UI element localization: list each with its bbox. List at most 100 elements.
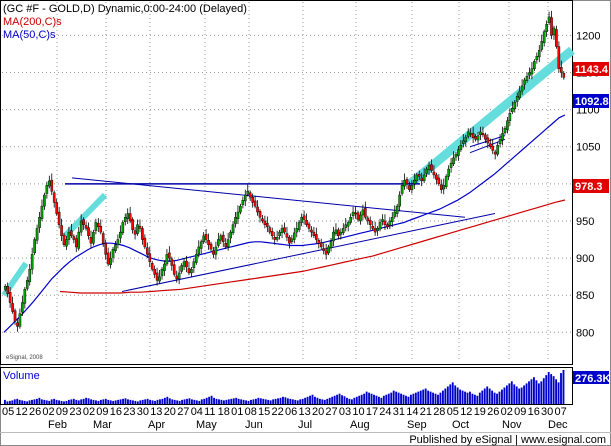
price-tick-label: 900 <box>576 253 594 265</box>
candle-body <box>138 225 142 229</box>
volume-bar <box>488 388 491 404</box>
volume-bar <box>97 400 100 404</box>
volume-bar <box>149 399 152 404</box>
candle-body <box>60 225 63 237</box>
volume-bar <box>523 385 526 404</box>
price-panel <box>0 0 573 365</box>
volume-bar <box>173 399 176 404</box>
candle-body <box>437 177 441 185</box>
date-tick-label: 19 <box>474 406 486 418</box>
volume-bar <box>466 392 469 404</box>
month-label: Feb <box>48 419 67 431</box>
candle-body <box>439 184 443 190</box>
candle-body <box>462 140 465 144</box>
candle-body <box>555 29 558 47</box>
volume-bar <box>304 397 307 404</box>
volume-bar <box>240 399 243 404</box>
volume-bar <box>560 373 562 404</box>
candle-body <box>101 233 105 244</box>
candle-body <box>23 289 27 304</box>
date-tick-label: 24 <box>379 406 391 418</box>
volume-bar <box>4 399 6 404</box>
volume-bar <box>90 399 92 404</box>
candle-body <box>469 133 472 135</box>
volume-value-label: 276.3K <box>575 373 611 385</box>
volume-bar <box>483 388 486 404</box>
candle-body <box>114 244 117 251</box>
volume-bar <box>151 400 154 404</box>
volume-bar <box>501 389 503 404</box>
candle-body <box>550 17 553 36</box>
candle-body <box>388 220 392 226</box>
candle-body <box>72 236 76 240</box>
volume-bar <box>104 398 107 404</box>
volume-bar <box>65 400 68 404</box>
volume-bar <box>562 370 565 404</box>
candle-body <box>57 211 61 225</box>
candle-body <box>143 237 147 248</box>
candle-body <box>322 248 325 251</box>
candle-body <box>172 264 176 275</box>
volume-bar <box>250 399 252 404</box>
volume-bar <box>163 397 166 404</box>
date-tick-label: 26 <box>487 406 499 418</box>
volume-bar <box>491 390 494 404</box>
volume-bar <box>146 398 149 404</box>
candle-body <box>344 224 348 228</box>
candle-body <box>417 174 421 177</box>
channel-uptrend <box>407 46 575 188</box>
volume-bar <box>154 400 156 404</box>
date-tick-label: 16 <box>528 406 540 418</box>
volume-bar <box>400 393 403 404</box>
volume-bar <box>119 399 122 404</box>
volume-bar <box>267 399 270 404</box>
candle-body <box>192 261 196 268</box>
candle-body <box>525 76 529 81</box>
candle-body <box>442 185 446 190</box>
date-tick-label: 09 <box>56 406 68 418</box>
candle-body <box>390 217 394 222</box>
candle-body <box>148 253 152 262</box>
candle-body <box>209 243 213 250</box>
candle-body <box>229 231 232 239</box>
date-tick-label: 30 <box>137 406 149 418</box>
volume-bar <box>156 399 159 404</box>
volume-bar <box>348 398 351 404</box>
volume-bar <box>530 379 533 404</box>
candle-body <box>381 219 384 222</box>
candle-body <box>317 240 321 244</box>
candle-body <box>87 227 90 237</box>
volume-bar <box>437 394 439 404</box>
volume-bar <box>321 399 324 404</box>
volume-bar <box>422 389 425 404</box>
candle-body <box>354 212 357 215</box>
date-tick-label: 13 <box>299 406 311 418</box>
volume-bar <box>161 398 164 404</box>
candle-body <box>351 211 355 216</box>
volume-bar <box>451 382 454 404</box>
volume-bar <box>378 396 380 404</box>
volume-bar <box>318 398 321 404</box>
volume-bar <box>486 386 489 404</box>
ma50-value-label: 1092.8 <box>575 96 609 108</box>
month-label: Jul <box>298 419 312 431</box>
candle-body <box>266 222 269 228</box>
candle-body <box>515 96 519 102</box>
volume-bar <box>306 396 309 404</box>
date-tick-label: 09 <box>514 406 526 418</box>
volume-bar <box>43 399 46 404</box>
candle-body <box>195 254 198 263</box>
candle-body <box>378 222 382 230</box>
candle-body <box>8 292 12 303</box>
candle-body <box>224 243 228 248</box>
volume-bar <box>92 399 95 404</box>
volume-bar <box>31 399 33 404</box>
date-tick-label: 10 <box>352 406 364 418</box>
volume-bar <box>85 397 88 404</box>
candle-body <box>256 206 259 213</box>
date-tick-label: 15 <box>258 406 270 418</box>
volume-bar <box>21 400 24 404</box>
volume-bar <box>515 386 518 404</box>
candle-body <box>393 211 397 217</box>
candle-body <box>305 220 308 225</box>
